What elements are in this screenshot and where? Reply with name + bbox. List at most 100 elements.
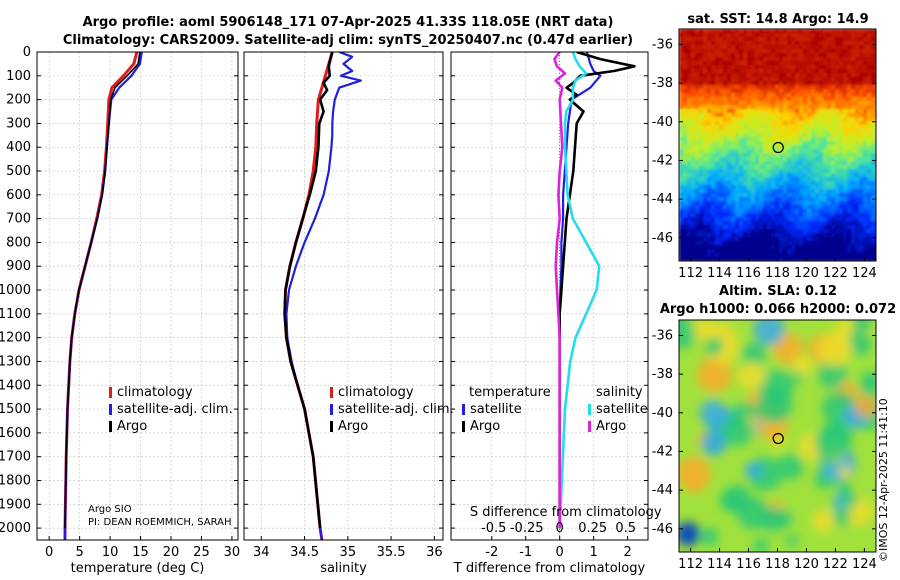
sst-cell [751,121,756,126]
sst-cell [723,81,728,86]
sst-cell [703,221,708,226]
sst-cell [839,193,844,198]
sst-cell [859,29,864,34]
sst-cell [859,97,864,102]
sst-cell [859,121,864,126]
sst-cell [703,85,708,90]
sst-cell [779,133,784,138]
sst-cell [799,189,804,194]
sst-cell [871,125,876,130]
sst-cell [687,137,692,142]
sst-cell [691,145,696,150]
sst-cell [703,109,708,114]
sst-cell [827,189,832,194]
sst-cell [727,213,732,218]
sst-cell [759,73,764,78]
sst-cell [699,177,704,182]
sst-cell [755,185,760,190]
sst-cell [831,165,836,170]
sst-cell [791,237,796,242]
sst-cell [799,61,804,66]
sst-cell [867,101,872,106]
sst-cell [747,129,752,134]
sst-cell [815,97,820,102]
sst-cell [843,77,848,82]
sst-cell [835,85,840,90]
sst-cell [763,109,768,114]
sst-cell [807,81,812,86]
sst-cell [851,85,856,90]
sst-cell [819,77,824,82]
sst-cell [695,161,700,166]
x-tick-label: -2 [485,545,498,560]
sst-cell [699,85,704,90]
sst-cell [835,133,840,138]
sst-cell [703,229,708,234]
sst-cell [703,245,708,250]
sst-cell [851,237,856,242]
sst-cell [863,69,868,74]
sst-cell [823,81,828,86]
sst-cell [719,149,724,154]
sst-cell [799,145,804,150]
sst-cell [747,29,752,34]
sst-cell [795,29,800,34]
sst-cell [743,49,748,54]
sst-cell [811,185,816,190]
sst-cell [847,193,852,198]
sst-cell [779,113,784,118]
sst-cell [803,249,808,254]
sst-cell [735,185,740,190]
sst-cell [807,29,812,34]
sst-cell [771,73,776,78]
sst-cell [779,29,784,34]
sst-cell [719,185,724,190]
sst-cell [703,165,708,170]
sst-cell [863,109,868,114]
sst-cell [819,241,824,246]
sst-cell [683,97,688,102]
sst-cell [807,145,812,150]
sst-cell [763,45,768,50]
sst-cell [759,169,764,174]
sst-cell [699,237,704,242]
sst-cell [723,249,728,254]
sst-cell [691,45,696,50]
sst-cell [859,253,864,258]
sst-cell [691,89,696,94]
sst-cell [715,201,720,206]
sst-cell [871,233,876,238]
sst-cell [711,145,716,150]
sst-cell [799,85,804,90]
sst-cell [751,49,756,54]
sst-cell [759,209,764,214]
sst-cell [823,105,828,110]
sst-cell [755,193,760,198]
sst-cell [691,113,696,118]
sst-cell [835,33,840,38]
x-tick-label: 10 [102,545,119,560]
sst-cell [867,209,872,214]
sst-cell [795,65,800,70]
sst-cell [699,93,704,98]
sst-cell [827,141,832,146]
sst-cell [683,181,688,186]
sst-cell [755,245,760,250]
sst-cell [755,189,760,194]
sst-cell [787,145,792,150]
sst-cell [763,169,768,174]
sst-cell [775,53,780,58]
sst-cell [707,153,712,158]
sst-cell [827,81,832,86]
sst-cell [799,49,804,54]
sst-cell [751,81,756,86]
sst-lon-label: 112 [678,266,703,281]
sst-cell [715,45,720,50]
sst-cell [803,205,808,210]
sst-cell [795,197,800,202]
sst-cell [831,173,836,178]
sst-cell [723,69,728,74]
sst-cell [827,69,832,74]
sst-cell [847,245,852,250]
sst-cell [787,197,792,202]
